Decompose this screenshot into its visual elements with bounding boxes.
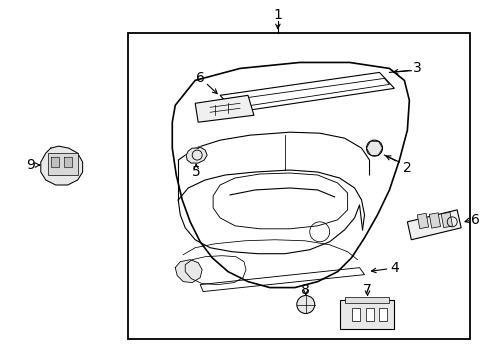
Text: 1: 1 <box>273 8 282 22</box>
Text: 4: 4 <box>389 261 398 275</box>
Bar <box>428 213 440 228</box>
Bar <box>416 213 427 229</box>
Bar <box>48 153 78 175</box>
Text: 9: 9 <box>26 158 35 172</box>
Bar <box>379 307 386 321</box>
Text: 2: 2 <box>402 161 411 175</box>
Text: 6: 6 <box>470 213 479 227</box>
Polygon shape <box>175 260 202 283</box>
Text: 8: 8 <box>301 283 309 297</box>
Polygon shape <box>51 157 59 167</box>
Text: 3: 3 <box>412 62 421 76</box>
Polygon shape <box>186 147 207 163</box>
Circle shape <box>366 140 382 156</box>
Bar <box>344 297 388 302</box>
Text: 7: 7 <box>363 283 371 297</box>
Bar <box>365 307 373 321</box>
Polygon shape <box>41 146 82 185</box>
Polygon shape <box>63 157 72 167</box>
Bar <box>339 300 394 329</box>
Text: 6: 6 <box>195 71 204 85</box>
Circle shape <box>296 296 314 314</box>
Text: 5: 5 <box>191 165 200 179</box>
Bar <box>440 212 451 228</box>
Polygon shape <box>195 95 253 122</box>
Polygon shape <box>407 210 460 240</box>
Bar <box>128 32 469 339</box>
Bar <box>351 307 359 321</box>
